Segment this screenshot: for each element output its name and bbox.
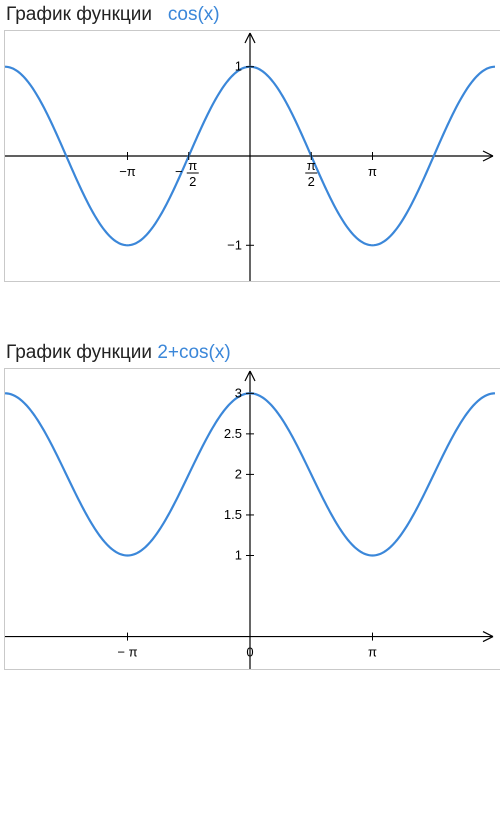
svg-text:1: 1 <box>235 59 242 74</box>
title-prefix: График функции <box>6 4 168 25</box>
svg-text:−1: −1 <box>227 237 242 252</box>
title-function: cos(x) <box>168 4 220 25</box>
svg-text:2.5: 2.5 <box>224 426 242 441</box>
plot-svg: 1−1−π−π2π2π <box>5 31 495 281</box>
chart-2-plus-cos: График функции 2+cos(x) 1 1.5 2 2.5 3 − π 0 π <box>4 342 500 670</box>
svg-text:1: 1 <box>235 547 242 562</box>
svg-text:0: 0 <box>246 645 253 660</box>
svg-text:−: − <box>175 164 183 179</box>
svg-text:1.5: 1.5 <box>224 507 242 522</box>
svg-text:−π: −π <box>119 164 136 179</box>
svg-text:π: π <box>368 645 377 660</box>
plot-svg: 1 1.5 2 2.5 3 − π 0 π <box>5 369 495 669</box>
svg-text:2: 2 <box>235 466 242 481</box>
svg-text:π: π <box>368 164 377 179</box>
plot-area: 1 1.5 2 2.5 3 − π 0 π <box>4 368 500 670</box>
chart-cos: График функции cos(x) 1−1−π−π2π2π <box>4 4 500 282</box>
title-function: 2+cos(x) <box>157 342 230 363</box>
chart-title: График функции 2+cos(x) <box>6 342 500 364</box>
svg-text:3: 3 <box>235 385 242 400</box>
svg-text:π: π <box>307 158 316 173</box>
svg-text:2: 2 <box>308 174 315 189</box>
svg-text:− π: − π <box>117 645 137 660</box>
title-prefix: График функции <box>6 342 157 363</box>
svg-text:π: π <box>188 158 197 173</box>
plot-area: 1−1−π−π2π2π <box>4 30 500 282</box>
svg-text:2: 2 <box>189 174 196 189</box>
chart-title: График функции cos(x) <box>6 4 500 26</box>
